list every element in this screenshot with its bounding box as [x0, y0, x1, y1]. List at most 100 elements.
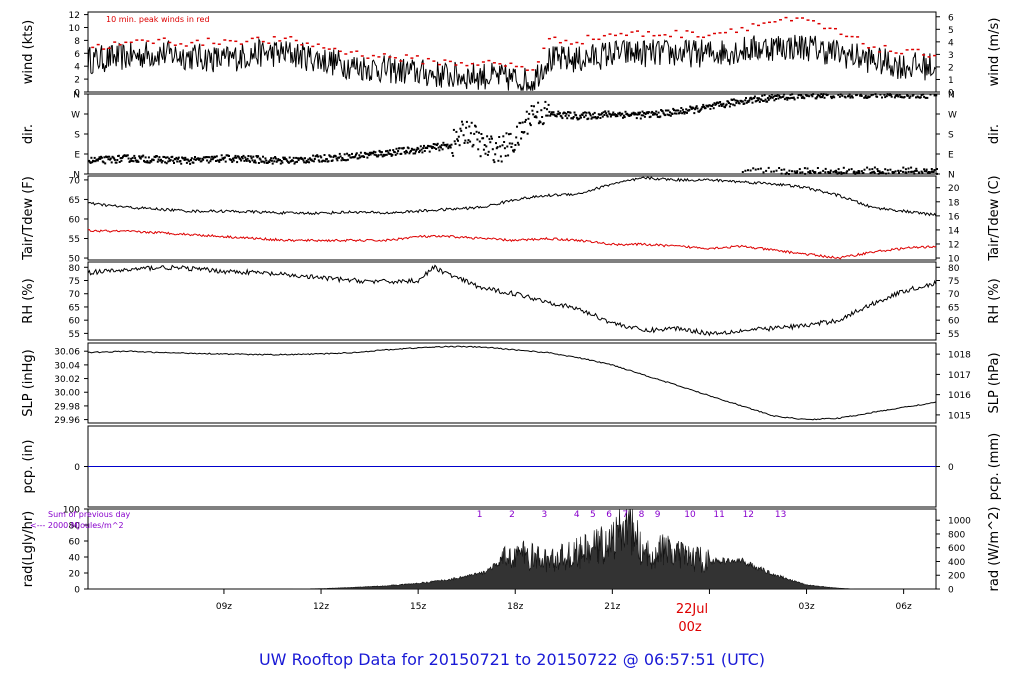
- dir-point: [402, 146, 405, 149]
- dir-point: [641, 110, 644, 113]
- ytick-left-label-rad: 80: [69, 522, 81, 532]
- dir-point: [720, 105, 723, 107]
- ytick-right-label-dir: W: [948, 111, 957, 121]
- dir-point: [926, 96, 929, 99]
- dir-point: [99, 157, 102, 160]
- dir-point: [594, 116, 597, 118]
- dir-point: [400, 152, 403, 155]
- dir-point: [736, 100, 739, 103]
- dir-point: [774, 94, 777, 97]
- dir-point: [531, 109, 534, 112]
- dir-point: [915, 96, 917, 99]
- dir-point: [837, 168, 840, 171]
- dir-point: [283, 156, 286, 159]
- dir-point: [661, 110, 664, 113]
- ytick-right-label-wind: 0: [948, 89, 954, 99]
- dir-point: [108, 155, 111, 158]
- dir-point: [787, 96, 790, 99]
- ytick-right-label-dir: S: [948, 131, 954, 141]
- ytick-left-label-rad: 40: [69, 554, 81, 564]
- dir-point: [845, 171, 848, 174]
- ytick-right-label-rad: 600: [948, 544, 965, 554]
- dir-point: [312, 160, 315, 163]
- dir-point: [715, 103, 718, 106]
- dir-point: [879, 171, 881, 174]
- dir-point: [129, 160, 132, 163]
- dir-point: [294, 161, 297, 164]
- rad-hour-label: 12: [743, 510, 754, 520]
- dir-point: [883, 93, 886, 96]
- ytick-left-label-rad: 20: [69, 570, 81, 580]
- dir-point: [537, 101, 540, 104]
- dir-point: [293, 162, 296, 165]
- dir-point: [907, 167, 910, 170]
- ytick-right-label-rh: 65: [948, 303, 959, 313]
- ytick-left-label-rh: 80: [69, 264, 81, 274]
- dir-point: [587, 117, 590, 120]
- dir-point: [798, 168, 801, 171]
- dir-point: [109, 157, 112, 160]
- tair-series-line: [87, 176, 937, 217]
- time-tick-label: 09z: [216, 602, 232, 612]
- dir-point: [133, 154, 136, 157]
- dir-point: [520, 131, 523, 133]
- dir-point: [775, 98, 777, 100]
- dir-point: [566, 117, 569, 120]
- dir-point: [605, 112, 608, 115]
- dir-point: [291, 159, 294, 162]
- dir-point: [804, 172, 807, 175]
- dir-point: [274, 157, 277, 160]
- dir-point: [120, 159, 123, 162]
- dir-point: [449, 146, 452, 149]
- dir-point: [228, 155, 230, 157]
- ytick-left-label-wind: 2: [74, 76, 80, 86]
- dir-point: [392, 149, 395, 152]
- dir-point: [374, 151, 377, 154]
- dir-point: [512, 149, 514, 152]
- dir-point: [770, 93, 773, 96]
- ytick-right-label-dir: E: [948, 151, 954, 161]
- dir-point: [495, 147, 498, 150]
- dir-point: [219, 159, 222, 161]
- dir-point: [273, 160, 276, 163]
- dir-point: [615, 113, 618, 116]
- ytick-left-label-temperature: 55: [69, 235, 80, 245]
- rad-hour-label: 8: [639, 510, 645, 520]
- dir-point: [215, 155, 218, 158]
- dir-point: [154, 156, 157, 159]
- dir-point: [433, 146, 436, 149]
- dir-point: [889, 94, 892, 97]
- rad-hour-label: 1: [477, 510, 483, 520]
- ytick-right-label-temperature: 12: [948, 240, 959, 250]
- dir-point: [501, 144, 504, 147]
- dir-point: [488, 138, 491, 141]
- dir-point: [118, 161, 121, 163]
- dir-point: [405, 149, 408, 152]
- dir-point: [482, 137, 485, 140]
- ytick-right-label-rad: 1000: [948, 517, 971, 527]
- ytick-right-label-rad: 0: [948, 586, 954, 596]
- dir-point: [806, 94, 809, 97]
- dir-point: [146, 160, 149, 163]
- dir-point: [893, 96, 896, 99]
- dir-point: [766, 100, 769, 103]
- dir-point: [445, 145, 448, 148]
- dir-point: [504, 154, 507, 157]
- dir-point: [815, 97, 818, 100]
- dir-point: [542, 122, 545, 125]
- dir-point: [727, 100, 730, 103]
- dir-point: [261, 160, 264, 163]
- dir-point: [728, 105, 731, 108]
- dir-point: [163, 156, 166, 158]
- dir-point: [591, 116, 594, 119]
- dir-point: [546, 114, 549, 117]
- dir-point: [643, 112, 646, 114]
- dir-point: [274, 156, 277, 158]
- dir-point: [657, 111, 660, 114]
- dir-point: [917, 96, 920, 99]
- dir-point: [482, 148, 485, 151]
- time-axis: 09z 12z 15z 18z 21z 03z 06z: [216, 589, 912, 612]
- dir-point: [822, 169, 825, 172]
- dir-point: [846, 170, 849, 173]
- dir-point: [659, 115, 662, 118]
